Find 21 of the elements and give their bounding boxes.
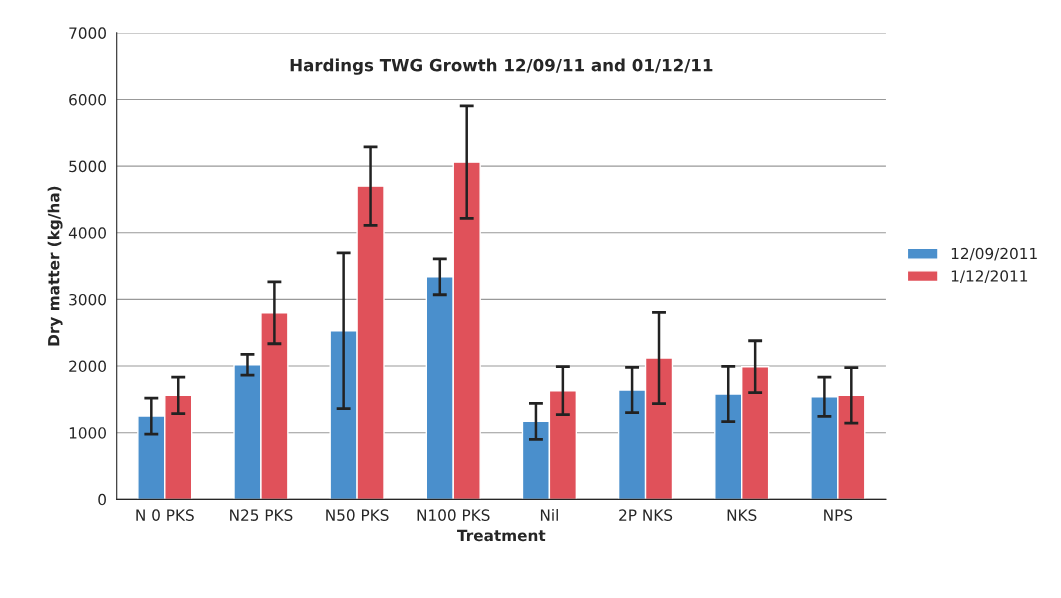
- x-tick-label: N50 PKS: [326, 509, 389, 521]
- y-tick-label: 3000: [69, 293, 106, 306]
- legend-label: 12/09/2011: [951, 247, 1037, 261]
- y-tick-label: 5000: [69, 160, 106, 173]
- y-axis-title: Dry matter (kg/ha): [47, 186, 63, 346]
- y-tick-label: 0: [98, 493, 106, 506]
- x-tick-label: 2P NKS: [619, 509, 673, 521]
- x-tick-label: Nil: [540, 509, 558, 521]
- x-axis-title: Treatment: [457, 529, 546, 542]
- y-tick-label: 4000: [68, 227, 106, 239]
- x-tick-label: NPS: [824, 509, 853, 521]
- text: Hardings TWG Growth 12/09/11 and 01/12/11: [290, 58, 713, 75]
- y-tick-label: 7000: [69, 27, 106, 39]
- legend-label: 1/12/2011: [951, 270, 1028, 283]
- x-tick-label: N25 PKS: [230, 509, 293, 521]
- y-tick-label: 6000: [69, 93, 106, 106]
- x-tick-label: N100 PKS: [417, 509, 490, 521]
- y-tick-label: 1000: [69, 427, 106, 439]
- x-tick-label: NKS: [727, 509, 757, 521]
- y-tick-label: 2000: [69, 360, 106, 373]
- x-tick-label: N 0 PKS: [136, 509, 194, 521]
